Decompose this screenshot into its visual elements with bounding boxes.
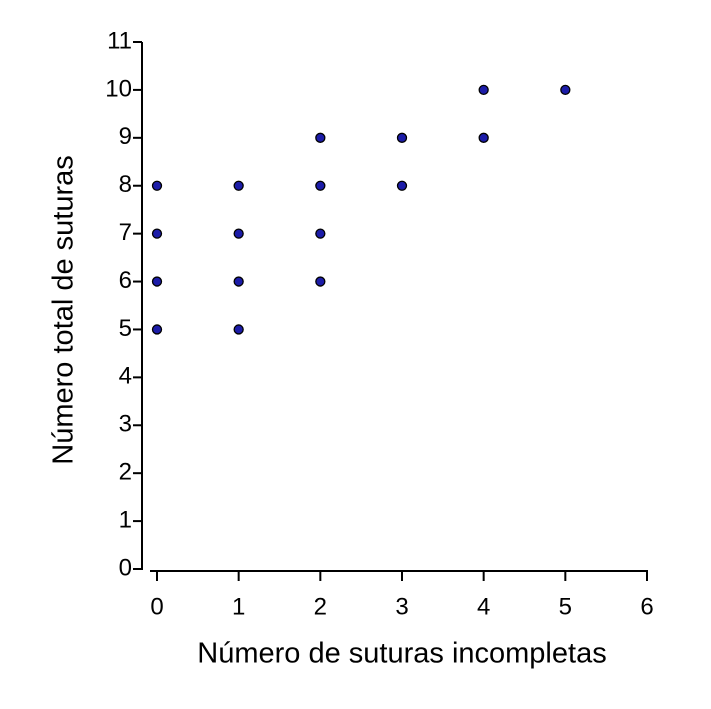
- y-tick-label: 2: [119, 459, 132, 486]
- point: [478, 84, 489, 96]
- x-tick-label: 5: [559, 593, 572, 620]
- point: [315, 276, 326, 287]
- point: [233, 324, 244, 335]
- point: [315, 180, 326, 191]
- point: [315, 228, 326, 239]
- x-tick-label: 1: [232, 593, 245, 620]
- point: [396, 132, 408, 143]
- point: [233, 228, 244, 239]
- point: [151, 180, 163, 191]
- y-tick-label: 0: [119, 554, 132, 581]
- x-tick-label: 2: [314, 593, 327, 620]
- y-tick-label: 10: [105, 75, 132, 102]
- point: [233, 180, 244, 191]
- point: [478, 132, 489, 143]
- y-tick-label: 6: [119, 267, 132, 294]
- point: [560, 84, 571, 96]
- point: [396, 180, 408, 191]
- point: [151, 324, 163, 335]
- x-tick-label: 4: [477, 593, 490, 620]
- point: [151, 276, 163, 287]
- y-tick-label: 7: [119, 219, 132, 246]
- x-tick-label: 3: [395, 593, 408, 620]
- y-tick-label: 3: [119, 411, 132, 438]
- y-tick-label: 8: [119, 171, 132, 198]
- x-tick-label: 6: [640, 593, 653, 620]
- point: [233, 276, 244, 287]
- x-axis-title: Número de suturas incompletas: [197, 638, 606, 670]
- y-tick-label: 1: [119, 506, 132, 533]
- y-tick-label: 5: [119, 315, 132, 342]
- y-axis-title: Número total de suturas: [48, 155, 80, 464]
- y-tick-label: 9: [119, 123, 132, 150]
- x-tick-label: 0: [150, 593, 163, 620]
- point: [151, 228, 163, 239]
- point: [315, 132, 326, 143]
- y-tick-label: 4: [119, 363, 132, 390]
- y-tick-label: 11: [107, 27, 132, 54]
